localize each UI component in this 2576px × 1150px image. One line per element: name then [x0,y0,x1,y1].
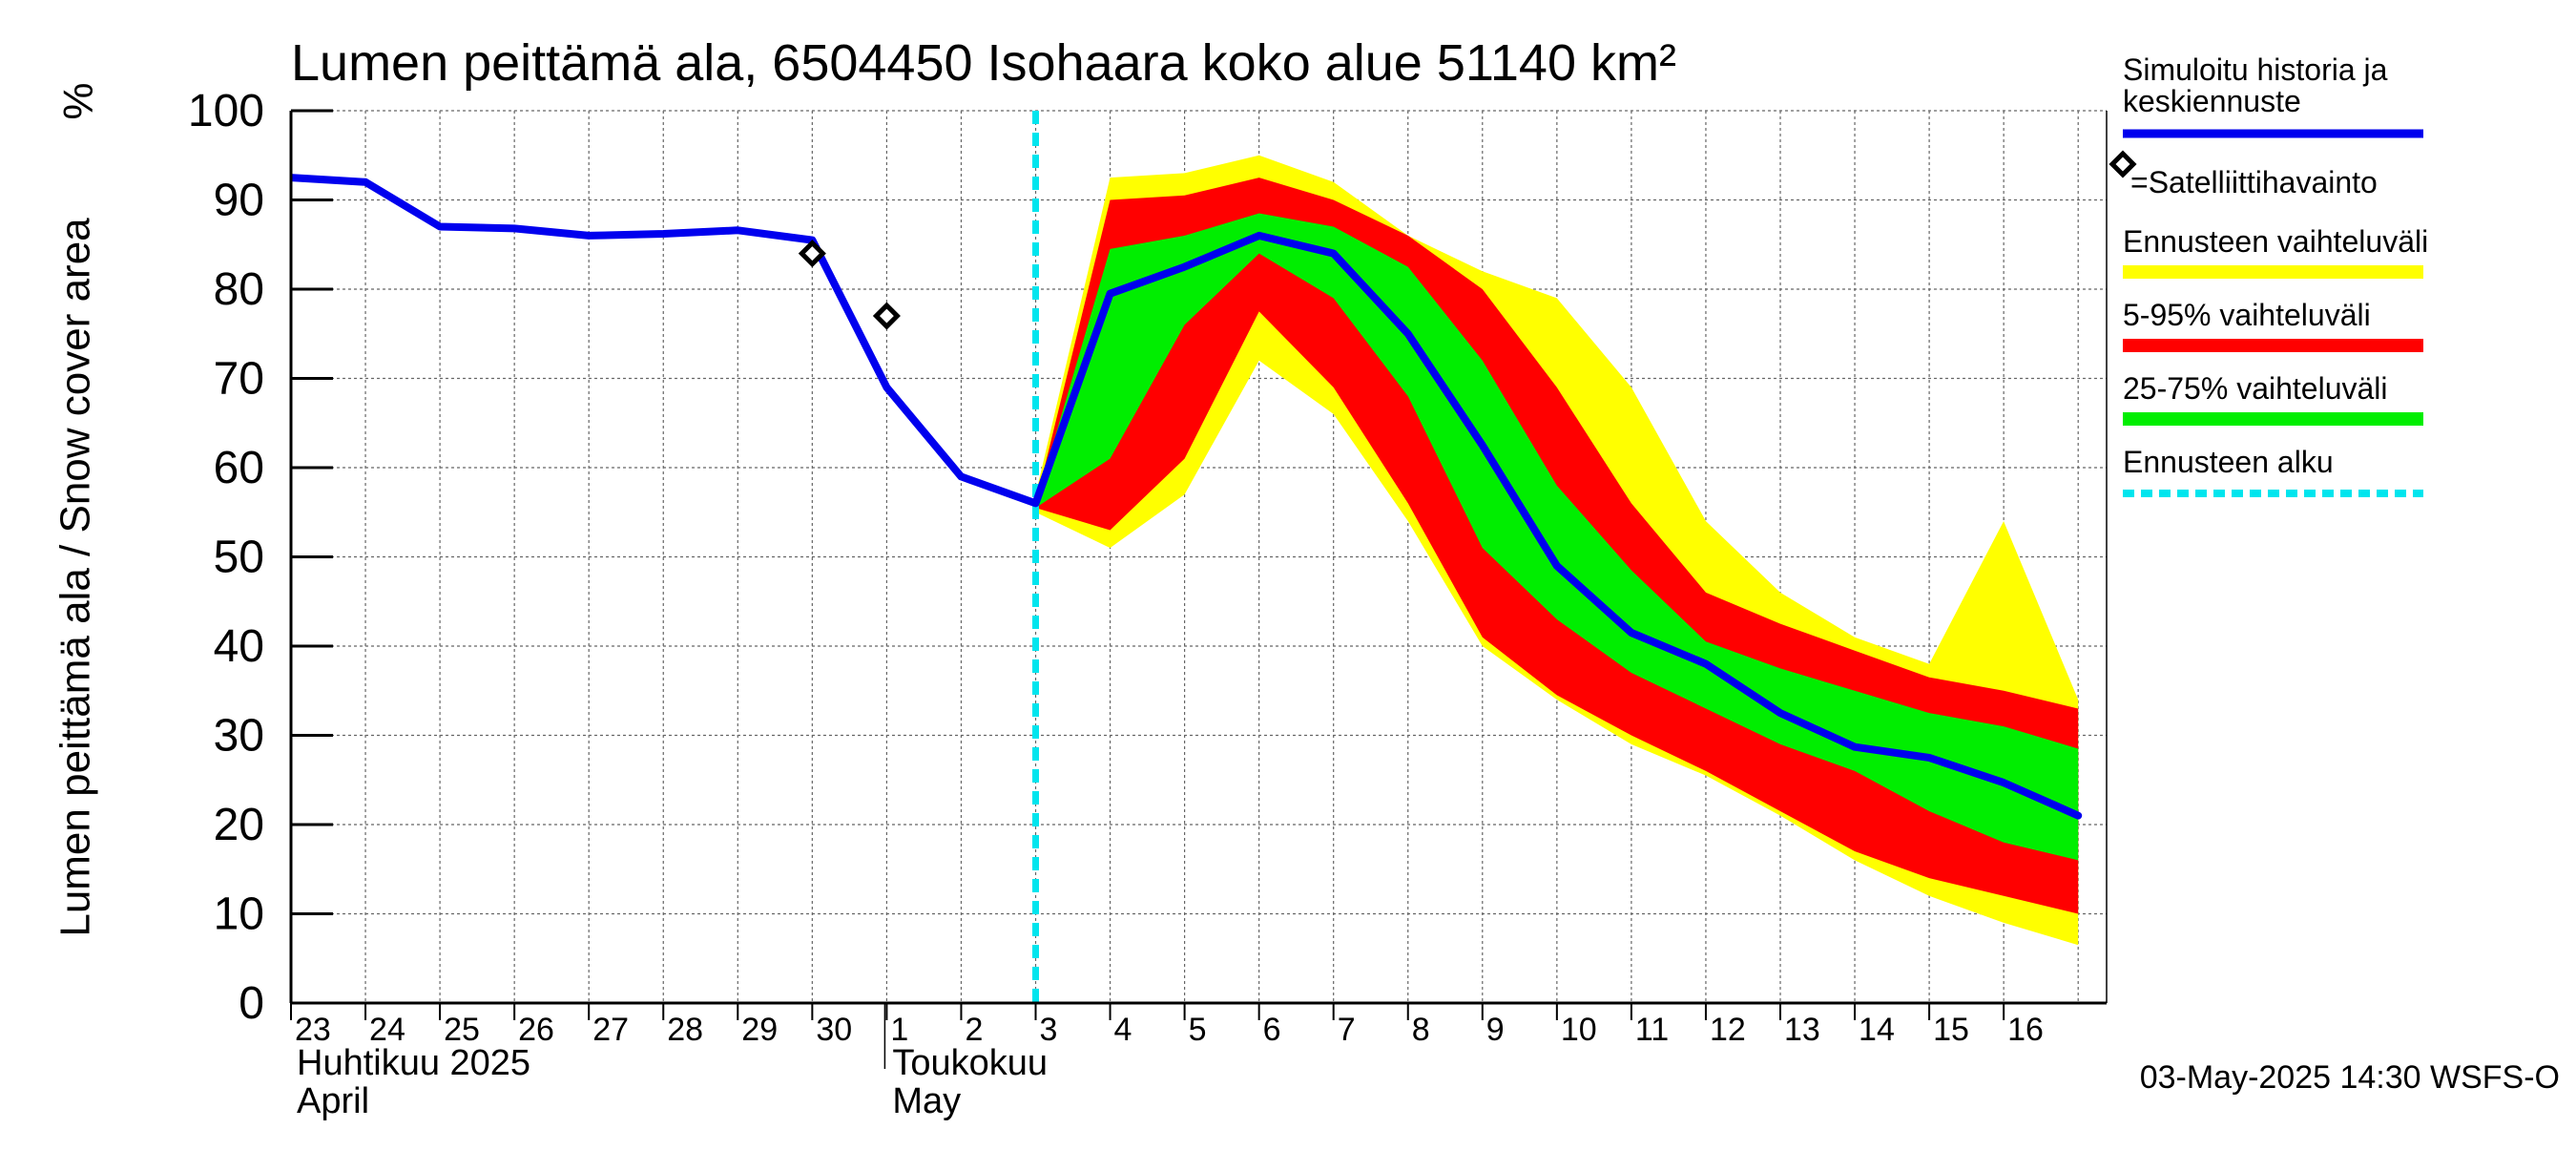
y-tick-label: 60 [214,443,264,493]
x-tick-label: 26 [518,1012,554,1048]
legend-label: Ennusteen vaihteluväli [2123,224,2428,259]
chart-title: Lumen peittämä ala, 6504450 Isohaara kok… [291,34,1676,92]
x-tick-label: 25 [444,1012,480,1048]
month-label-fi: Toukokuu [892,1043,1048,1083]
y-tick-label: 100 [188,86,264,136]
month-label-en: April [297,1081,369,1121]
y-tick-label: 50 [214,533,264,583]
data-lines [291,111,2083,1003]
x-tick-label: 28 [667,1012,703,1048]
y-tick-label: 40 [214,621,264,672]
month-label-en: May [892,1081,961,1121]
x-tick-label: 9 [1486,1012,1505,1048]
x-tick-label: 2 [965,1012,983,1048]
y-tick-label: 10 [214,889,264,940]
x-tick-label: 13 [1784,1012,1820,1048]
satellite-markers [798,240,901,330]
axes [289,109,2108,1069]
month-label-fi: Huhtikuu 2025 [297,1043,530,1083]
x-tick-label: 1 [890,1012,908,1048]
legend-swatch-band [2123,412,2423,426]
legend-swatch-diamond [2109,150,2137,178]
legend-label: 25-75% vaihteluväli [2123,371,2388,406]
x-tick-label: 29 [741,1012,778,1048]
x-tick-label: 11 [1635,1012,1669,1048]
satellite-observation-point [798,240,826,268]
legend-label: =Satelliittihavainto [2130,165,2378,199]
y-tick-label: 70 [214,354,264,405]
x-tick-label: 4 [1114,1012,1132,1048]
x-tick-label: 10 [1561,1012,1597,1048]
legend-item-ennusteen-alku: Ennusteen alku [2123,445,2423,497]
x-tick-label: 7 [1338,1012,1356,1048]
legend-label: 5-95% vaihteluväli [2123,298,2371,332]
legend-swatch-band [2123,265,2423,279]
x-tick-label: 5 [1189,1012,1207,1048]
x-tick-labels: 23 24 25 26 27 28 29 30 1 2 3 4 5 6 7 8 9 10 11 12 13 14 15 16H… [295,1012,2044,1121]
x-tick-label: 6 [1263,1012,1281,1048]
footer-timestamp: 03-May-2025 14:30 WSFS-O [2140,1059,2560,1096]
x-tick-label: 3 [1040,1012,1058,1048]
x-tick-label: 27 [592,1012,629,1048]
x-tick-label: 16 [2007,1012,2044,1048]
y-axis-unit: % [55,82,102,119]
legend-swatch-band [2123,339,2423,352]
y-tick-labels: 0 10 20 30 40 50 60 70 80 90 100 [188,86,264,1029]
y-tick-label: 80 [214,264,264,315]
legend-item-ennusteen-vaihteluv-li: Ennusteen vaihteluväli [2123,224,2428,279]
x-tick-label: 14 [1859,1012,1895,1048]
y-tick-label: 0 [239,978,264,1029]
legend-label: keskiennuste [2123,84,2301,118]
median-forecast-line [291,174,2083,820]
y-tick-label: 30 [214,711,264,762]
x-tick-label: 8 [1412,1012,1430,1048]
x-tick-label: 12 [1710,1012,1746,1048]
x-tick-label: 15 [1933,1012,1969,1048]
y-tick-label: 90 [214,176,264,226]
satellite-observation-point [872,302,901,330]
band-25-75-vaihteluv-li [1035,213,2079,861]
y-axis-label: Lumen peittämä ala / Snow cover area [52,218,99,937]
x-tick-label: 24 [369,1012,405,1048]
legend-item-5-95-vaihteluv-li: 5-95% vaihteluväli [2123,298,2423,352]
legend-label: Simuloitu historia ja [2123,52,2388,87]
legend-item-25-75-vaihteluv-li: 25-75% vaihteluväli [2123,371,2423,426]
x-tick-label: 23 [295,1012,331,1048]
y-tick-label: 20 [214,800,264,850]
legend-label: Ennusteen alku [2123,445,2334,479]
legend-item-satelliittihavainto: =Satelliittihavainto [2109,150,2378,199]
x-tick-label: 30 [816,1012,852,1048]
